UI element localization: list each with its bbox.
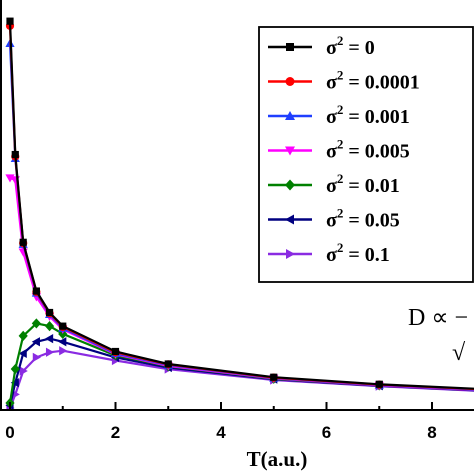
data-point (270, 374, 277, 381)
data-point (165, 360, 172, 367)
data-point (46, 348, 54, 357)
series-line (10, 351, 474, 408)
data-point (112, 348, 119, 355)
data-point (58, 337, 66, 346)
legend-label: σ2 = 0 (326, 33, 375, 59)
data-point (33, 353, 41, 362)
data-point (46, 309, 53, 316)
data-point (59, 323, 66, 330)
data-point (59, 346, 67, 355)
data-point (376, 381, 383, 388)
annotation-formula-root: √ (452, 340, 466, 366)
x-tick-label: 2 (111, 423, 120, 442)
x-tick-label: 8 (427, 423, 436, 442)
legend-marker (286, 77, 295, 86)
data-point (12, 151, 19, 158)
annotation-formula: D ∝ − (408, 305, 468, 331)
x-axis-title: T(a.u.) (247, 447, 308, 471)
x-tick-label: 6 (322, 423, 331, 442)
series-6 (6, 346, 474, 413)
x-tick-label: 4 (216, 423, 226, 442)
legend-label: σ2 = 0.1 (326, 240, 390, 266)
series-line (10, 339, 474, 406)
data-point (6, 18, 13, 25)
legend-marker (286, 43, 294, 51)
data-point (20, 239, 27, 246)
data-point (33, 287, 40, 294)
data-point (45, 334, 53, 343)
data-point (45, 321, 54, 331)
x-tick-label: 0 (5, 423, 14, 442)
annotation-layer: D ∝ − √ (408, 305, 468, 366)
